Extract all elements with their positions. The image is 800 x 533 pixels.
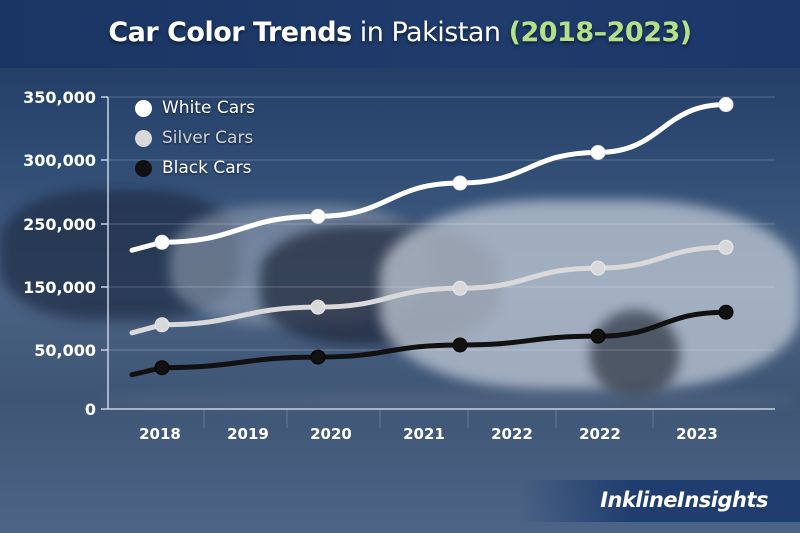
y-tick-label: 50,000 (34, 341, 96, 360)
data-point (310, 208, 326, 224)
data-point (718, 97, 734, 113)
data-point (590, 260, 606, 276)
legend: White Cars Silver Cars Black Cars (135, 93, 255, 183)
data-point (718, 239, 734, 255)
legend-item-black: Black Cars (135, 153, 255, 183)
x-tick-label: 2020 (310, 425, 352, 443)
legend-label: White Cars (162, 98, 255, 118)
data-point (154, 234, 170, 250)
data-point (452, 280, 468, 296)
x-tick-label: 2021 (403, 425, 445, 443)
y-tick-label: 350,000 (23, 88, 96, 107)
legend-label: Black Cars (162, 158, 252, 178)
brand-logo-text: InklineInsights (600, 488, 768, 512)
data-point (310, 349, 326, 365)
data-point (590, 144, 606, 160)
x-tick-label: 2022 (579, 425, 621, 443)
data-point (452, 337, 468, 353)
chart-title: Car Color Trends in Pakistan (2018–2023) (108, 17, 692, 48)
legend-label: Silver Cars (162, 128, 254, 148)
legend-item-silver: Silver Cars (135, 123, 255, 153)
data-point (590, 328, 606, 344)
legend-marker-white (135, 99, 152, 117)
legend-marker-black (135, 159, 152, 177)
data-point (310, 299, 326, 315)
x-tick-label: 2022 (491, 425, 533, 443)
data-point (154, 317, 170, 333)
y-tick-label: 0 (85, 400, 96, 419)
x-tick-label: 2019 (227, 425, 269, 443)
y-tick-label: 250,000 (23, 215, 96, 234)
data-point (718, 304, 734, 320)
series-line-silver-cars (129, 244, 729, 336)
x-tick-label: 2023 (676, 425, 718, 443)
y-tick-label: 150,000 (23, 278, 96, 297)
brand-banner: InklineInsights (520, 480, 800, 522)
x-tick-label: 2018 (139, 425, 181, 443)
data-point (452, 175, 468, 191)
title-bar (0, 0, 800, 68)
legend-item-white: White Cars (135, 93, 255, 123)
data-point (154, 360, 170, 376)
legend-marker-silver (135, 129, 152, 147)
y-tick-label: 300,000 (23, 151, 96, 170)
